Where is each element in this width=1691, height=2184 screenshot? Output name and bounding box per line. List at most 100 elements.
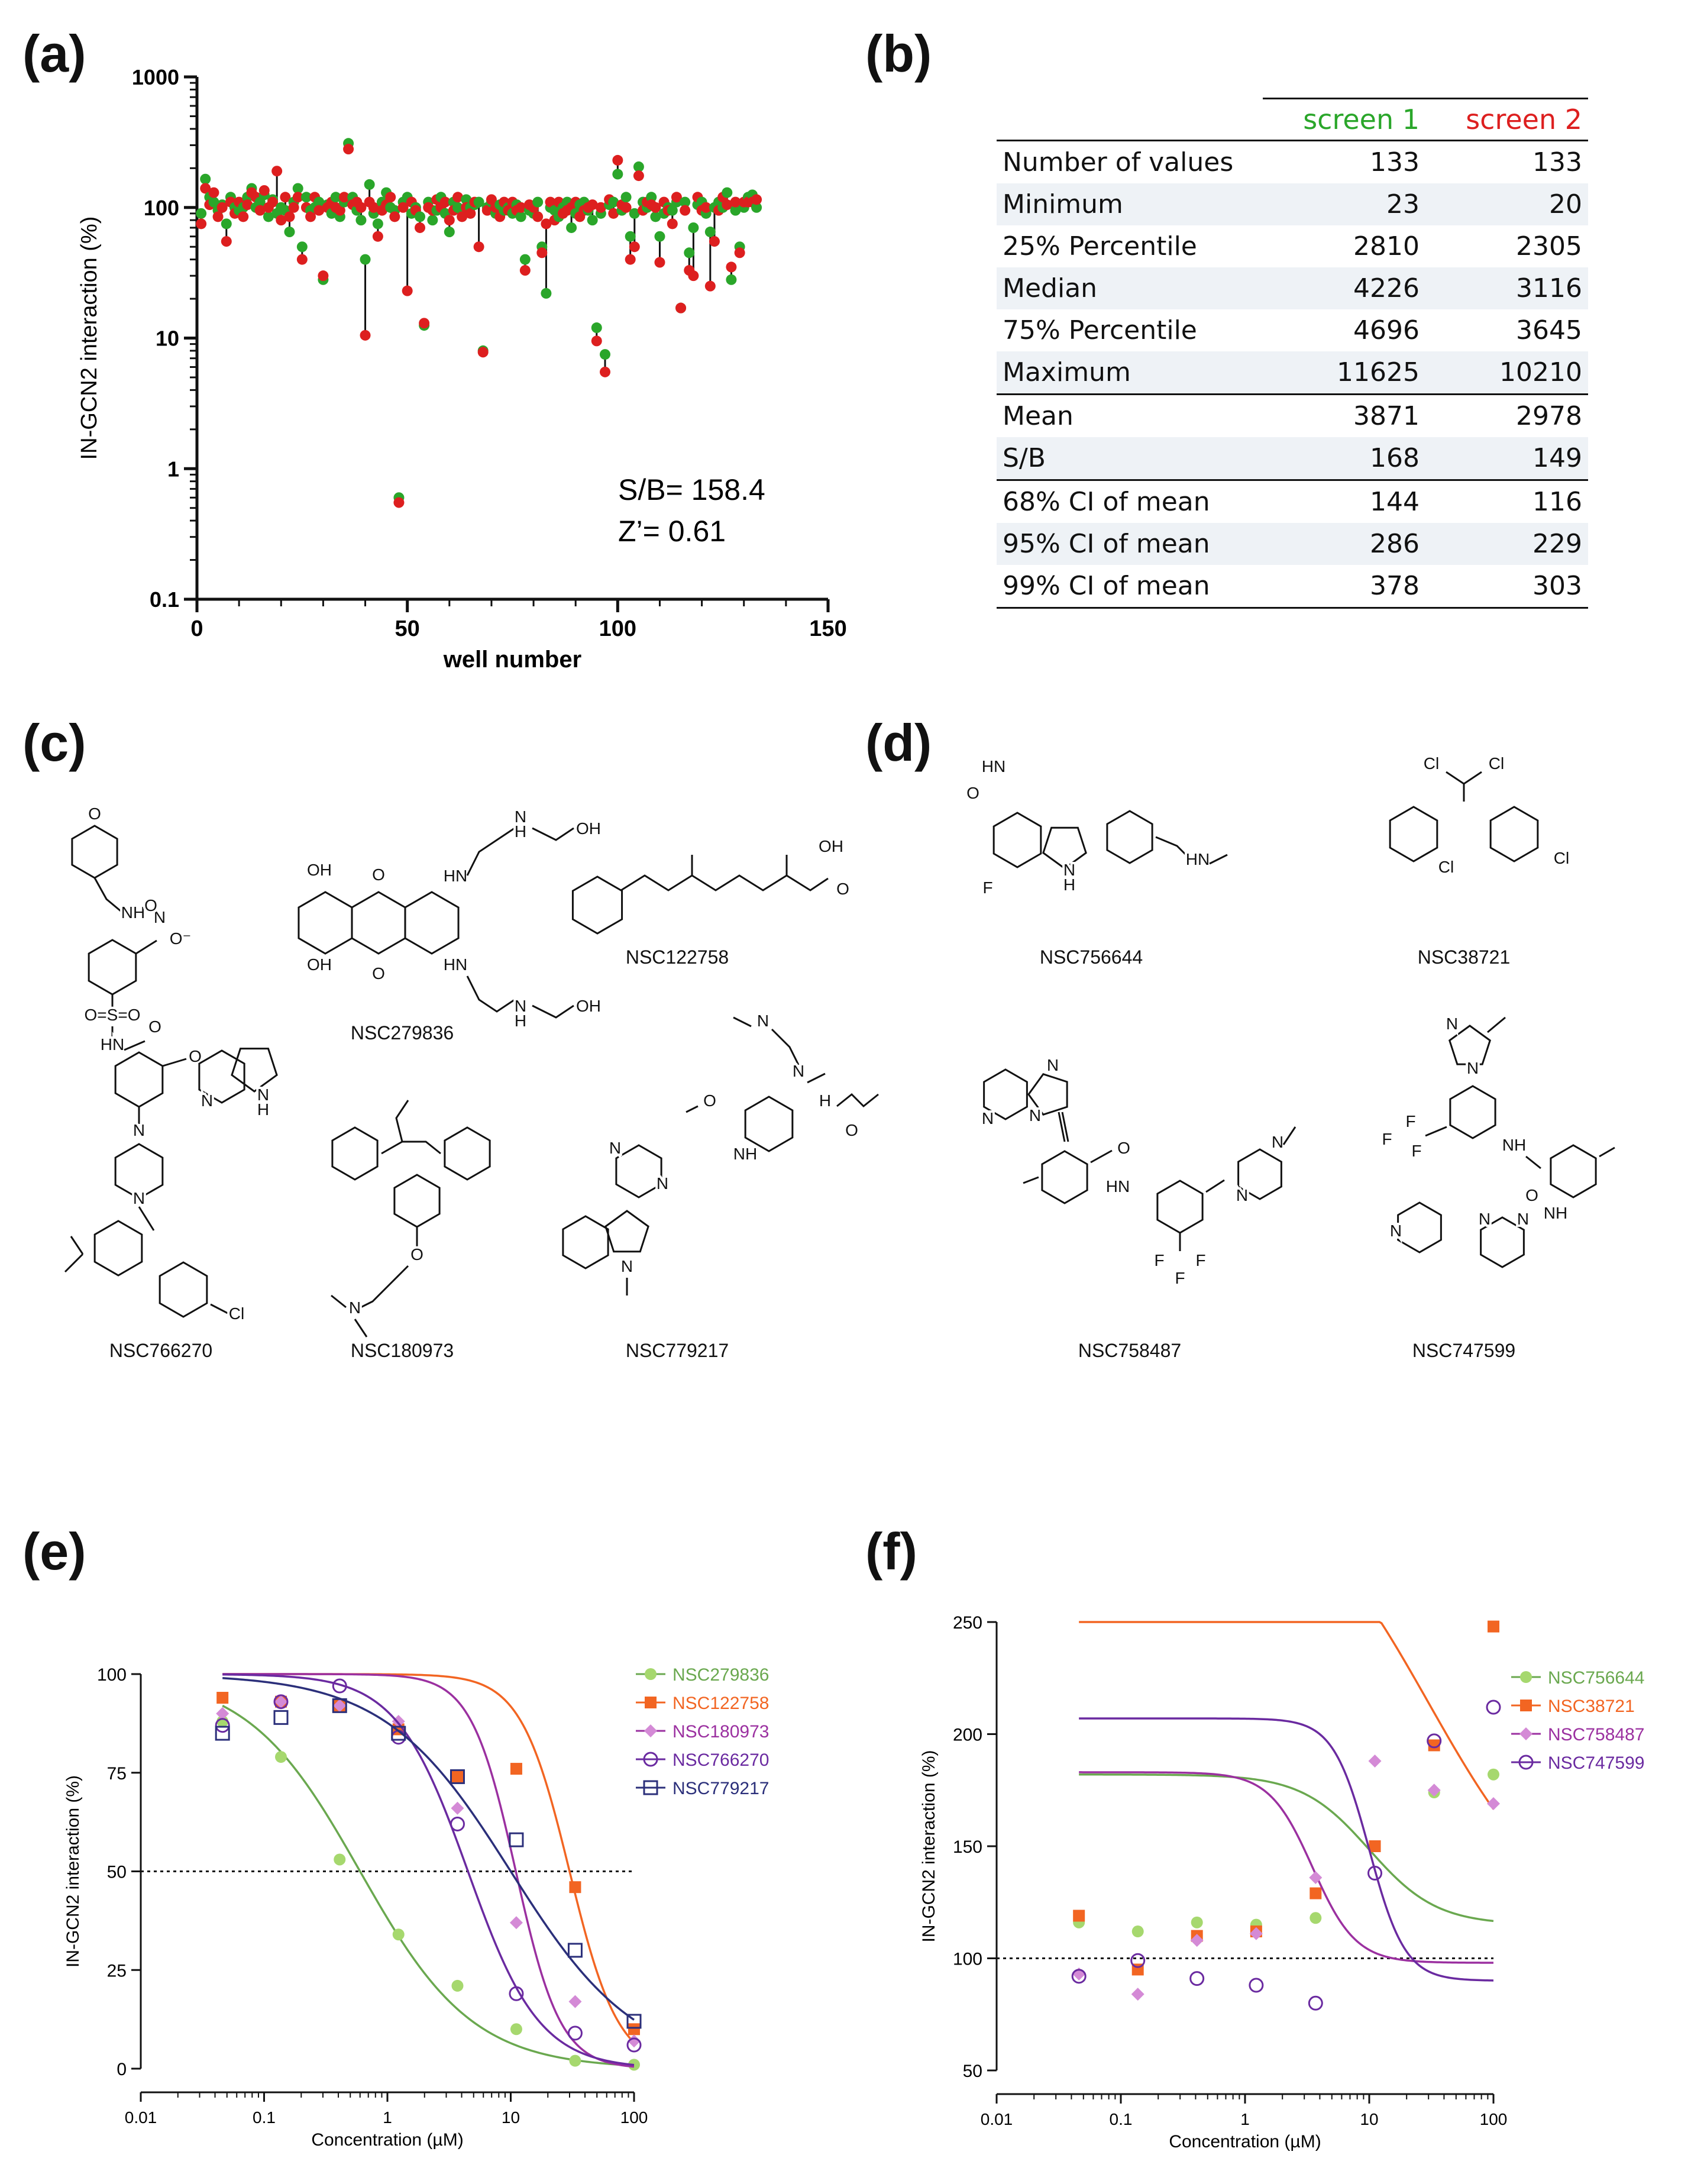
row-label: 95% CI of mean xyxy=(997,523,1263,565)
screen2-point xyxy=(402,285,413,296)
chain xyxy=(1487,1016,1506,1033)
x-tick-label: 0.01 xyxy=(125,2108,157,2127)
atom-label: O xyxy=(836,880,849,898)
screen2-point xyxy=(481,205,493,216)
screen2-point xyxy=(334,205,345,216)
atom-label: HN xyxy=(444,955,467,974)
screen2-point xyxy=(625,254,636,265)
screen2-point xyxy=(343,144,354,155)
data-point xyxy=(274,1695,288,1708)
screen2-point xyxy=(276,215,287,226)
legend-label: NSC766270 xyxy=(672,1750,769,1770)
chain xyxy=(381,1141,441,1155)
legend-label: NSC180973 xyxy=(672,1722,769,1742)
atom-label: N xyxy=(1063,861,1075,879)
screen2-point xyxy=(196,218,207,230)
atom-label: N xyxy=(757,1012,769,1030)
atom-label: O xyxy=(1117,1139,1130,1157)
y-tick-label: 50 xyxy=(107,1863,127,1882)
screen1-point xyxy=(722,187,733,198)
ring-indole-6 xyxy=(562,1215,609,1269)
panel-letter-e: (e) xyxy=(22,1522,86,1581)
screen1-point xyxy=(292,183,303,194)
atom-label: OH xyxy=(576,997,601,1015)
fit-curve-NSC756644 xyxy=(1079,1773,1494,1923)
chain xyxy=(64,1253,84,1273)
screen1-point xyxy=(300,192,312,203)
cell-s2: 3116 xyxy=(1425,267,1588,309)
screen2-point xyxy=(296,254,308,265)
data-point xyxy=(1130,1953,1146,1968)
x-tick-label: 100 xyxy=(620,2108,648,2127)
table-row: Median 4226 3116 xyxy=(997,267,1588,309)
legend-label: NSC38721 xyxy=(1548,1697,1635,1716)
data-point xyxy=(1310,1887,1322,1899)
atom-label: N xyxy=(982,1109,994,1127)
atom-label: Cl xyxy=(1438,858,1454,876)
label-nsc38721: NSC38721 xyxy=(1417,946,1511,968)
row-label: 25% Percentile xyxy=(1003,231,1197,261)
x-tick-label: 1 xyxy=(1240,2110,1250,2128)
atom-label: F xyxy=(1195,1251,1205,1269)
x-axis-label: well number xyxy=(443,647,581,673)
ring-pyridine xyxy=(198,1049,245,1104)
chain xyxy=(1023,1176,1039,1184)
atom-label: N xyxy=(793,1062,804,1080)
atom-label: O⁻ xyxy=(170,929,192,948)
ring-d1-pyrrole xyxy=(1042,826,1087,870)
screen2-point xyxy=(633,170,644,182)
label-nsc180973: NSC180973 xyxy=(350,1340,454,1361)
atom-label: N xyxy=(1467,1059,1479,1077)
atom-label: H xyxy=(257,1100,269,1119)
screen2-point xyxy=(536,247,548,259)
screen2-point xyxy=(599,366,610,377)
screen2-point xyxy=(709,236,720,247)
atom-label: HN xyxy=(1106,1177,1130,1196)
x-tick-label: 0 xyxy=(190,616,203,641)
atom-label: OH xyxy=(576,819,601,838)
panel-letter-d: (d) xyxy=(865,713,932,772)
screen2-point xyxy=(629,241,640,253)
cell-s2: 133 xyxy=(1425,140,1588,183)
screen2-point xyxy=(688,270,699,282)
chain xyxy=(70,1236,84,1255)
screen1-point xyxy=(751,202,762,213)
chain xyxy=(466,975,515,1013)
screen2-point xyxy=(452,192,464,203)
y-tick-label: 50 xyxy=(963,2062,982,2081)
ring-aniline xyxy=(744,1096,794,1152)
chain xyxy=(354,1319,368,1337)
panel-letter-f: (f) xyxy=(865,1522,917,1581)
panel-letter-b: (b) xyxy=(865,24,932,83)
data-point xyxy=(1249,1927,1263,1940)
screen1-point xyxy=(415,211,426,222)
atom-label: N xyxy=(621,1257,633,1275)
screen2-point xyxy=(650,202,661,213)
chain xyxy=(1209,854,1228,865)
row-label: Maximum xyxy=(997,351,1263,395)
screen1-point xyxy=(313,196,325,208)
label-nsc766270: NSC766270 xyxy=(109,1340,213,1361)
x-tick-label: 50 xyxy=(395,616,420,641)
atom-label: NH xyxy=(1544,1204,1567,1222)
atom-label: NH xyxy=(121,903,145,922)
data-point xyxy=(1131,1988,1144,2001)
screen2-point xyxy=(415,222,426,233)
fit-curve-NSC747599 xyxy=(1079,1717,1494,1982)
chain xyxy=(1425,1126,1447,1137)
data-point xyxy=(1488,1768,1499,1781)
col-screen1: screen 1 xyxy=(1263,98,1425,141)
chain xyxy=(331,1294,347,1309)
chain xyxy=(466,827,515,876)
atom-label: F xyxy=(1382,1130,1392,1148)
data-point xyxy=(1071,1969,1087,1984)
screen1-point xyxy=(612,169,623,180)
data-point xyxy=(451,1801,464,1815)
screen1-point xyxy=(200,173,211,185)
y-tick-label: 100 xyxy=(953,1950,982,1969)
atom-label: HN xyxy=(101,1035,124,1054)
screen2-point xyxy=(372,231,383,242)
atom-label: N xyxy=(154,908,166,926)
data-point xyxy=(569,2054,581,2067)
